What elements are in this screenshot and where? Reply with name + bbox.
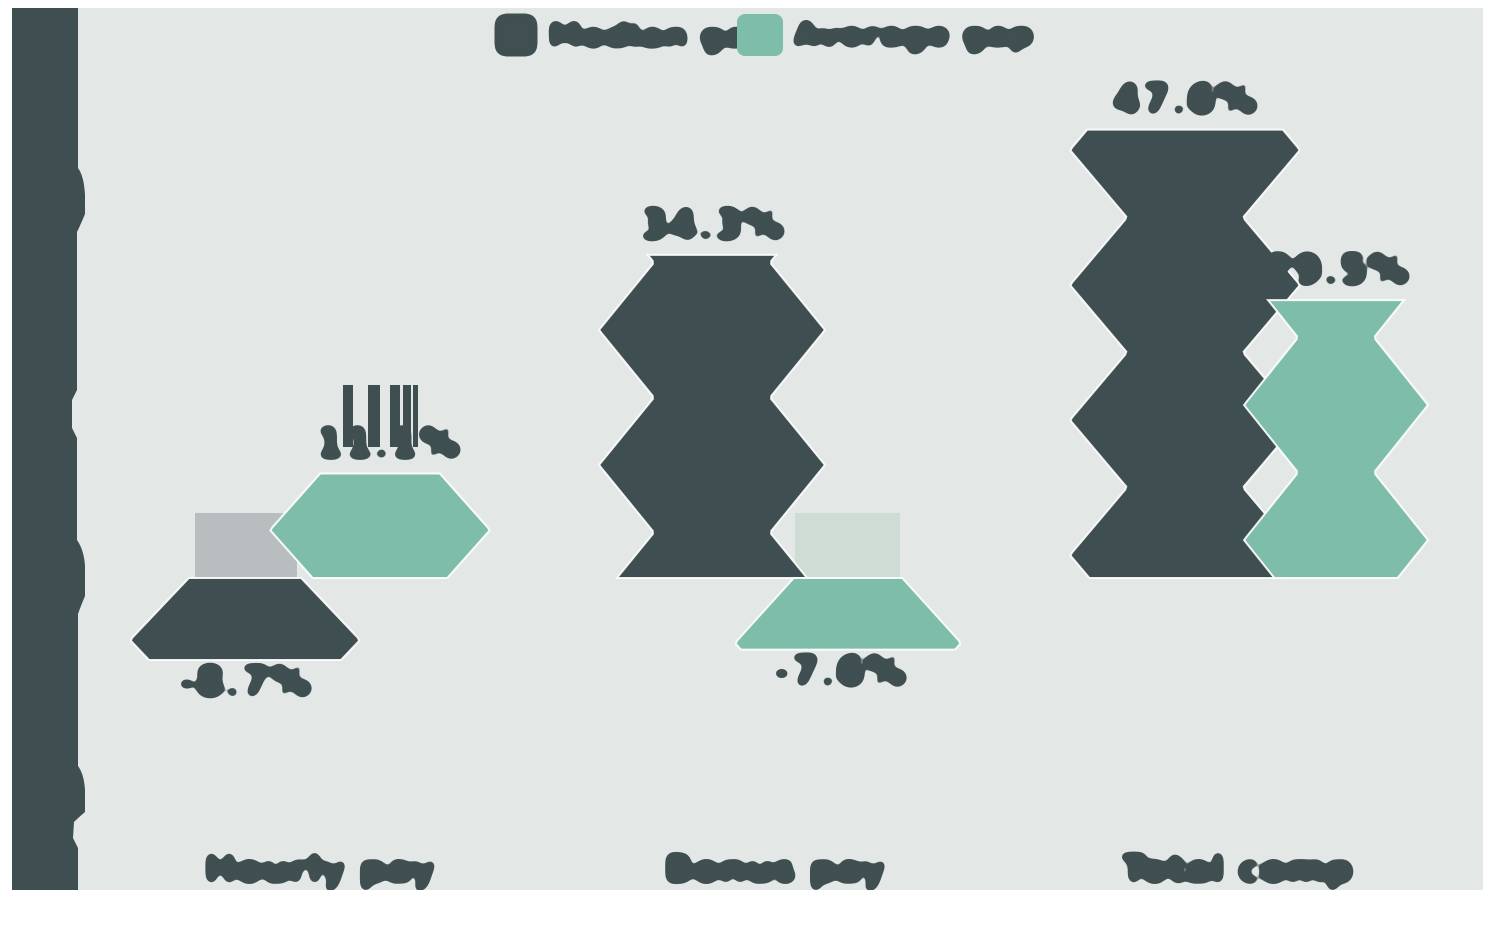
value-label: -7.6% bbox=[773, 647, 907, 696]
category-label: Hourly pay bbox=[204, 847, 435, 891]
ghost-block bbox=[795, 513, 900, 578]
legend-swatch-average bbox=[737, 14, 783, 56]
glitch-stripe bbox=[343, 385, 353, 447]
legend-label-median: Median gap bbox=[548, 16, 772, 56]
value-label: 47.6% bbox=[1112, 75, 1258, 124]
legend-swatch-median bbox=[497, 16, 535, 54]
bar-average-gap-1 bbox=[734, 577, 962, 651]
legend-item-average: Average gap bbox=[793, 15, 1034, 55]
bar-average-gap-0 bbox=[269, 472, 491, 579]
plot-area: -8.7% 11.1% 34.3% -7.6% 47.6% 29.5% Hourly pay… bbox=[129, 75, 1430, 891]
category-label: Bonus pay bbox=[664, 847, 886, 891]
value-label: -8.7% bbox=[178, 657, 312, 706]
value-label: 11.1% bbox=[315, 418, 461, 467]
bar-median-gap-0 bbox=[129, 577, 361, 661]
legend-label-average: Average gap bbox=[793, 15, 1034, 55]
legend: Median gap Average gap bbox=[497, 14, 1034, 56]
legend-item-median: Median gap bbox=[497, 16, 772, 56]
glitch-stripe bbox=[390, 385, 400, 447]
glitch-stripe bbox=[368, 385, 380, 447]
value-label: 34.3% bbox=[639, 200, 785, 249]
y-axis-band bbox=[12, 8, 85, 890]
bar-average-gap-2 bbox=[1242, 299, 1430, 579]
value-label: 29.5% bbox=[1264, 245, 1410, 294]
glitch-stripe bbox=[403, 385, 411, 447]
category-label: Total comp bbox=[1121, 847, 1353, 891]
glitch-stripe bbox=[413, 385, 418, 447]
